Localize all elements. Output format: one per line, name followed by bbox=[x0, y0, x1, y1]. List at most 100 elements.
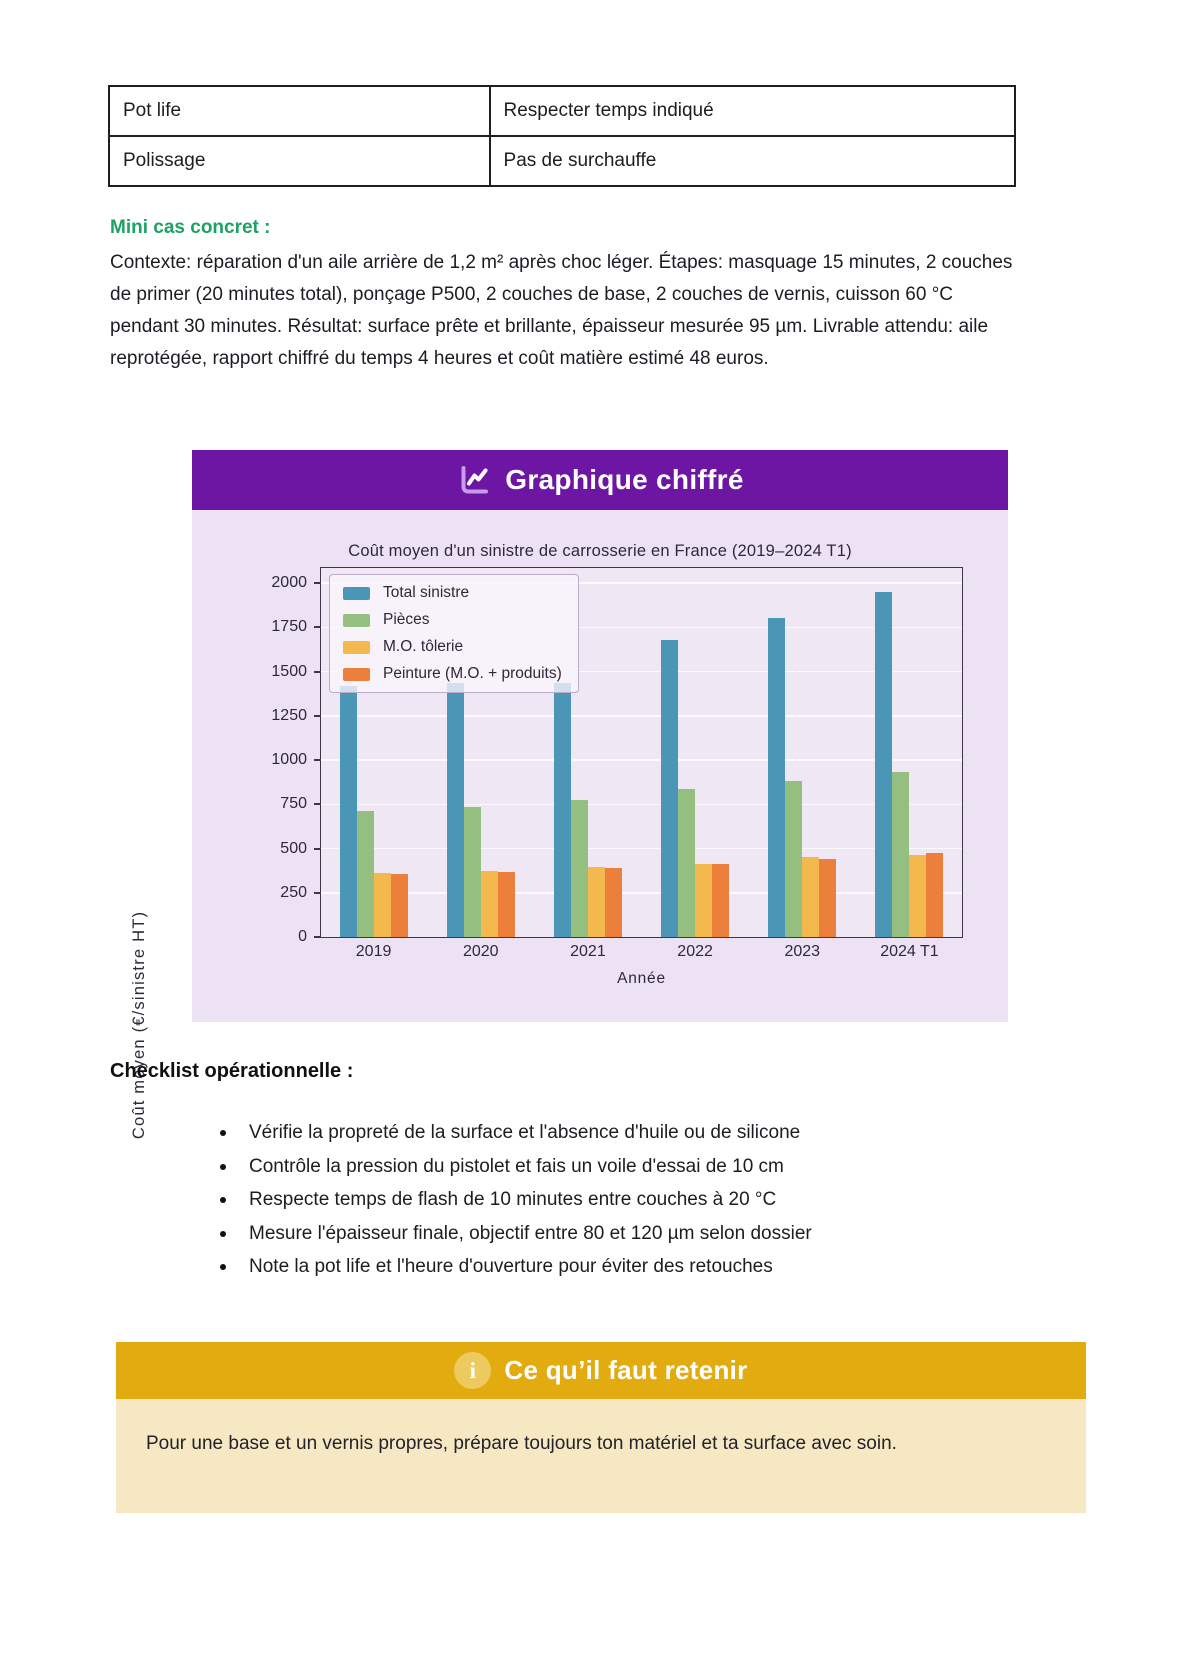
bar bbox=[801, 857, 819, 937]
legend-item: Peinture (M.O. + produits) bbox=[343, 665, 562, 683]
callout-box: i Ce qu’il faut retenir Pour une base et… bbox=[116, 1342, 1086, 1513]
bar bbox=[605, 867, 623, 937]
chart-card-header: Graphique chiffré bbox=[192, 450, 1008, 510]
gridline bbox=[321, 582, 962, 584]
checklist-item: Contrôle la pression du pistolet et fais… bbox=[218, 1150, 1018, 1184]
gridline bbox=[321, 670, 962, 673]
info-icon: i bbox=[454, 1352, 492, 1389]
bar bbox=[784, 781, 802, 937]
bars bbox=[321, 568, 962, 937]
bar bbox=[711, 864, 729, 937]
legend-label: Pièces bbox=[383, 611, 430, 628]
checklist-heading: Checklist opérationnelle : bbox=[110, 1060, 354, 1082]
legend-label: M.O. tôlerie bbox=[383, 638, 464, 655]
bar bbox=[571, 799, 589, 937]
y-tick-label: 1250 bbox=[271, 706, 307, 724]
bar bbox=[677, 789, 695, 937]
bar bbox=[447, 683, 465, 937]
y-tick-mark bbox=[314, 759, 321, 761]
callout-header: i Ce qu’il faut retenir bbox=[116, 1342, 1086, 1399]
table-cell-label: Pot life bbox=[108, 85, 491, 137]
bar bbox=[818, 859, 836, 937]
x-tick-label: 2024 T1 bbox=[880, 943, 939, 960]
x-axis-label: Année bbox=[617, 970, 666, 987]
bar bbox=[660, 639, 678, 937]
bar bbox=[340, 685, 358, 937]
y-tick-mark bbox=[314, 670, 321, 673]
y-axis-label: Coût moyen (€/sinistre HT) bbox=[130, 910, 148, 1140]
legend-swatch bbox=[343, 640, 370, 654]
y-tick-label: 500 bbox=[280, 839, 307, 857]
chart-title: Coût moyen d'un sinistre de carrosserie … bbox=[348, 542, 852, 560]
checklist-item: Mesure l'épaisseur finale, objectif entr… bbox=[218, 1217, 1018, 1251]
y-tick-label: 1000 bbox=[271, 751, 307, 768]
bar bbox=[925, 852, 943, 937]
y-tick-label: 750 bbox=[280, 795, 307, 813]
legend-item: M.O. tôlerie bbox=[343, 638, 562, 656]
y-tick-mark bbox=[314, 891, 321, 894]
spec-table: Pot life Respecter temps indiqué Polissa… bbox=[108, 85, 1017, 187]
table-row: Polissage Pas de surchauffe bbox=[108, 135, 1017, 187]
bar bbox=[588, 867, 606, 937]
bar bbox=[891, 771, 909, 937]
legend-swatch bbox=[343, 667, 370, 681]
table-cell-value: Pas de surchauffe bbox=[488, 135, 1017, 187]
checklist-item: Respecte temps de flash de 10 minutes en… bbox=[218, 1183, 1018, 1217]
x-tick-label: 2023 bbox=[784, 943, 821, 960]
gridline bbox=[321, 803, 962, 805]
x-axis-ticks: 2019 2020 2021 2022 2023 2024 T1 bbox=[320, 943, 963, 961]
gridline bbox=[321, 715, 962, 717]
checklist-item: Note la pot life et l'heure d'ouverture … bbox=[218, 1250, 1018, 1284]
table-cell-label: Polissage bbox=[108, 135, 491, 187]
bar-group-2022 bbox=[641, 639, 748, 937]
bar bbox=[357, 811, 375, 937]
legend-item: Pièces bbox=[343, 611, 562, 629]
y-tick-label: 250 bbox=[280, 883, 307, 901]
y-tick-mark bbox=[314, 714, 321, 717]
y-tick-mark bbox=[314, 936, 321, 938]
y-tick-mark bbox=[314, 626, 321, 629]
bar bbox=[464, 806, 482, 937]
y-tick-label: 1750 bbox=[271, 618, 307, 636]
chart-card: Graphique chiffré Coût moyen d'un sinist… bbox=[130, 450, 1008, 1139]
chart-card-title: Graphique chiffré bbox=[505, 464, 744, 495]
y-tick-mark bbox=[314, 847, 321, 850]
bar-group-2021 bbox=[535, 683, 642, 937]
legend-swatch bbox=[343, 613, 370, 627]
bar-group-2020 bbox=[428, 683, 535, 937]
callout-title: Ce qu’il faut retenir bbox=[504, 1355, 748, 1385]
gridline bbox=[321, 892, 962, 894]
x-tick-label: 2021 bbox=[570, 943, 606, 960]
y-tick-label: 2000 bbox=[271, 574, 307, 591]
bar bbox=[374, 873, 392, 937]
callout-body: Pour une base et un vernis propres, prép… bbox=[116, 1399, 1086, 1513]
bar bbox=[554, 683, 572, 937]
bar bbox=[391, 874, 409, 937]
x-tick-label: 2019 bbox=[355, 943, 392, 960]
bar bbox=[481, 870, 499, 937]
bar bbox=[767, 618, 785, 937]
y-tick-label: 1500 bbox=[271, 662, 307, 680]
bar bbox=[498, 871, 516, 937]
bar bbox=[694, 863, 712, 937]
y-tick-mark bbox=[314, 803, 321, 806]
legend-swatch bbox=[343, 586, 370, 600]
legend-item: Total sinistre bbox=[343, 584, 562, 602]
legend-label: Peinture (M.O. + produits) bbox=[383, 665, 562, 682]
bar-group-2023 bbox=[748, 618, 855, 937]
gridline bbox=[321, 626, 962, 628]
table-row: Pot life Respecter temps indiqué bbox=[108, 85, 1017, 137]
bar bbox=[874, 591, 892, 937]
chart-legend: Total sinistre Pièces M.O. tôlerie Peinture… bbox=[329, 574, 579, 693]
checklist: Vérifie la propreté de la surface et l'a… bbox=[218, 1116, 1018, 1284]
bar bbox=[908, 854, 926, 937]
x-tick-label: 2022 bbox=[677, 943, 713, 960]
line-chart-icon bbox=[456, 462, 492, 498]
plot-area: 0 250 500 750 1000 1250 1500 1750 2000 Total sin… bbox=[271, 567, 963, 945]
table-cell-value: Respecter temps indiqué bbox=[488, 85, 1017, 137]
checklist-item: Vérifie la propreté de la surface et l'a… bbox=[218, 1116, 1018, 1150]
bar-group-2019 bbox=[321, 685, 428, 937]
x-tick-label: 2020 bbox=[462, 943, 499, 960]
mini-case-paragraph: Contexte: réparation d'un aile arrière d… bbox=[110, 252, 1013, 369]
gridline bbox=[321, 847, 962, 850]
